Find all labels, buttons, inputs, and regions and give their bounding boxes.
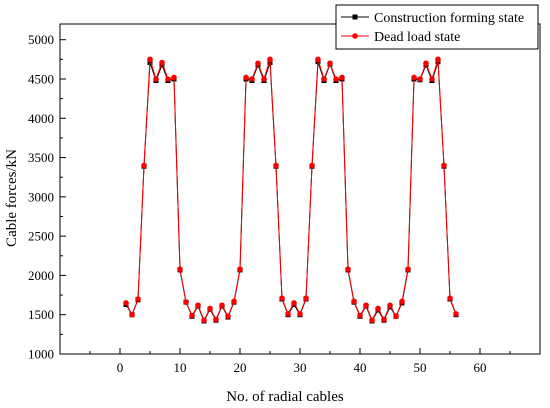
data-point [357,312,363,319]
x-tick-label: 10 [174,360,187,375]
series-1 [123,59,459,324]
x-tick-label: 40 [354,360,367,375]
data-point [189,312,195,319]
data-point [411,74,417,81]
data-point [327,60,333,67]
legend-label: Construction forming state [374,11,524,26]
data-point [405,266,411,272]
data-point [195,302,201,309]
data-point [171,74,177,81]
x-tick-label: 50 [414,360,427,375]
data-point [261,76,267,82]
data-point [333,76,339,82]
data-point [123,300,129,306]
data-point [393,313,399,320]
x-tick-label: 20 [234,360,247,375]
data-point [273,162,279,169]
data-point [363,302,369,309]
data-point [153,76,159,82]
data-point [207,305,213,312]
y-tick-label: 2000 [28,268,54,283]
data-point [399,298,405,305]
data-point [369,317,375,324]
data-point [375,305,381,312]
data-point [255,60,261,67]
y-tick-label: 5000 [28,32,54,47]
data-point [183,299,189,305]
y-tick-label: 1500 [28,307,54,322]
data-point [291,300,297,306]
plot-frame [59,23,541,355]
data-point [339,74,345,81]
data-point [237,266,243,272]
legend-marker [352,33,358,39]
data-point [267,56,273,63]
series-2 [123,56,459,324]
x-axis-title: No. of radial cables [226,389,344,405]
data-point [453,311,459,317]
data-point [429,76,435,82]
data-point [351,298,357,305]
data-point [201,317,207,324]
data-point [219,302,225,309]
data-point [225,313,231,320]
y-axis-title: Cable forces/kN [4,149,20,247]
x-tick-label: 30 [294,360,307,375]
series-layer [123,56,459,324]
y-tick-label: 3000 [28,189,54,204]
x-tick-label: 0 [117,360,124,375]
data-point [381,316,387,323]
series-line [125,61,457,323]
data-point [177,266,183,272]
data-point [417,76,423,82]
data-point [135,296,141,302]
legend: Construction forming state Dead load stat… [335,4,539,50]
data-point [129,311,135,318]
data-point [321,76,327,82]
data-point [285,311,291,317]
legend-label: Dead load state [374,30,460,45]
y-tick-label: 3500 [28,150,54,165]
data-point [165,76,171,82]
data-point [243,74,249,81]
data-point [387,302,393,309]
data-point [309,162,315,169]
y-tick-label: 2500 [28,229,54,244]
data-point [315,56,321,63]
data-point [441,162,447,169]
legend-marker [352,14,358,20]
data-point [297,311,303,317]
data-point [447,295,453,302]
legend-box [335,4,539,50]
series-line [125,59,457,322]
data-point [147,56,153,63]
data-point [435,56,441,63]
axes: 0 10 20 30 40 50 60 1000 1500 2000 2500 3000 3500 400… [28,23,541,375]
data-point [141,162,147,169]
y-tick-label: 1000 [28,347,54,362]
data-point [345,266,351,272]
data-point [231,298,237,305]
data-point [279,295,285,302]
x-tick-label: 60 [474,360,487,375]
y-tick-label: 4000 [28,111,54,126]
data-point [303,295,309,302]
data-point [249,76,255,82]
data-point [213,316,219,323]
data-point [159,59,165,66]
data-point [423,60,429,67]
y-tick-label: 4500 [28,72,54,87]
